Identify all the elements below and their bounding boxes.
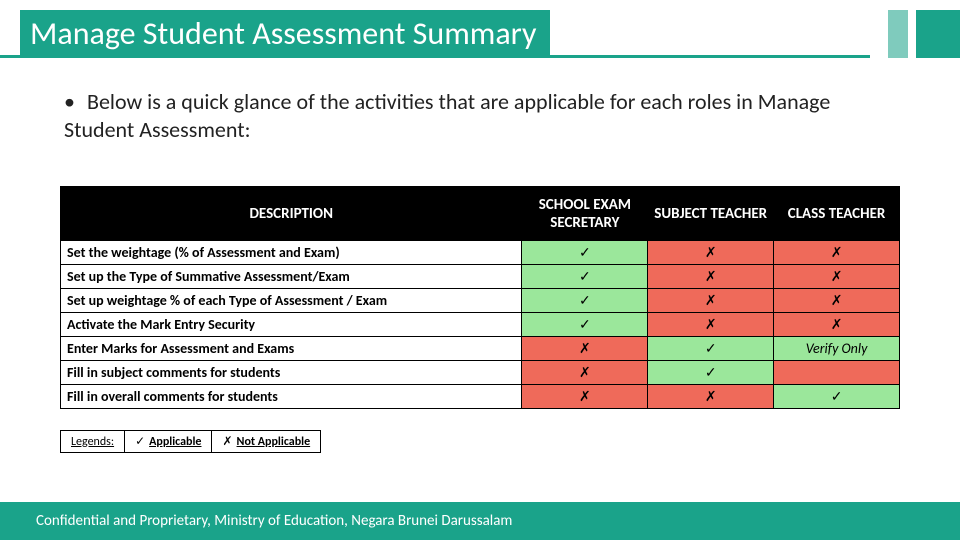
legend-applicable-text: Applicable: [149, 435, 201, 449]
col-description: DESCRIPTION: [61, 187, 522, 241]
footer-text: Confidential and Proprietary, Ministry o…: [36, 512, 512, 530]
bullet-icon: •: [64, 88, 82, 116]
col-class-teacher: CLASS TEACHER: [774, 187, 900, 241]
accent-bar-dark: [916, 10, 960, 58]
title-accent: [888, 10, 960, 58]
row-description: Set up the Type of Summative Assessment/…: [61, 265, 522, 289]
role-cell: ✓: [522, 241, 648, 265]
role-cell: ✗: [522, 361, 648, 385]
table-row: Fill in overall comments for students✗✗✓: [61, 385, 900, 409]
role-cell: ✗: [522, 337, 648, 361]
role-cell: ✗: [774, 265, 900, 289]
col-subject-teacher: SUBJECT TEACHER: [648, 187, 774, 241]
title-underline-left: [0, 10, 20, 58]
role-cell: ✓: [522, 313, 648, 337]
legend: Legends: ✓ Applicable ✗ Not Applicable: [60, 430, 321, 453]
row-description: Set up weightage % of each Type of Asses…: [61, 289, 522, 313]
legend-title-text: Legends:: [71, 435, 114, 449]
row-description: Set the weightage (% of Assessment and E…: [61, 241, 522, 265]
role-cell: ✓: [522, 289, 648, 313]
footer-bar: Confidential and Proprietary, Ministry o…: [0, 502, 960, 540]
row-description: Fill in overall comments for students: [61, 385, 522, 409]
role-cell: ✓: [774, 385, 900, 409]
role-cell: ✗: [648, 265, 774, 289]
accent-bar-light: [888, 10, 908, 58]
role-cell: ✓: [522, 265, 648, 289]
role-cell: ✗: [774, 313, 900, 337]
row-description: Enter Marks for Assessment and Exams: [61, 337, 522, 361]
title-underline-right: [550, 10, 870, 58]
legend-not-applicable: ✗ Not Applicable: [212, 431, 320, 452]
legend-not-applicable-text: Not Applicable: [237, 435, 311, 449]
roles-table: DESCRIPTION SCHOOL EXAM SECRETARY SUBJEC…: [60, 186, 900, 409]
row-description: Activate the Mark Entry Security: [61, 313, 522, 337]
role-cell: ✗: [774, 289, 900, 313]
table-row: Set up weightage % of each Type of Asses…: [61, 289, 900, 313]
role-cell: ✓: [648, 361, 774, 385]
legend-title: Legends:: [61, 431, 125, 452]
col-school-exam-secretary: SCHOOL EXAM SECRETARY: [522, 187, 648, 241]
role-cell: ✗: [522, 385, 648, 409]
roles-table-wrap: DESCRIPTION SCHOOL EXAM SECRETARY SUBJEC…: [60, 186, 900, 409]
intro-text: • Below is a quick glance of the activit…: [64, 88, 900, 143]
cross-icon: ✗: [222, 434, 232, 449]
page-title: Manage Student Assessment Summary: [20, 10, 550, 58]
role-cell: ✗: [648, 313, 774, 337]
row-description: Fill in subject comments for students: [61, 361, 522, 385]
role-cell: [774, 361, 900, 385]
table-row: Activate the Mark Entry Security✓✗✗: [61, 313, 900, 337]
role-cell: ✗: [648, 241, 774, 265]
role-cell: Verify Only: [774, 337, 900, 361]
table-row: Set the weightage (% of Assessment and E…: [61, 241, 900, 265]
check-icon: ✓: [135, 434, 145, 449]
role-cell: ✗: [774, 241, 900, 265]
title-banner: Manage Student Assessment Summary: [0, 10, 960, 58]
intro-body: Below is a quick glance of the activitie…: [64, 88, 830, 143]
table-row: Set up the Type of Summative Assessment/…: [61, 265, 900, 289]
table-row: Fill in subject comments for students✗✓: [61, 361, 900, 385]
legend-applicable: ✓ Applicable: [125, 431, 212, 452]
role-cell: ✗: [648, 385, 774, 409]
role-cell: ✓: [648, 337, 774, 361]
table-header-row: DESCRIPTION SCHOOL EXAM SECRETARY SUBJEC…: [61, 187, 900, 241]
role-cell: ✗: [648, 289, 774, 313]
table-row: Enter Marks for Assessment and Exams✗✓Ve…: [61, 337, 900, 361]
